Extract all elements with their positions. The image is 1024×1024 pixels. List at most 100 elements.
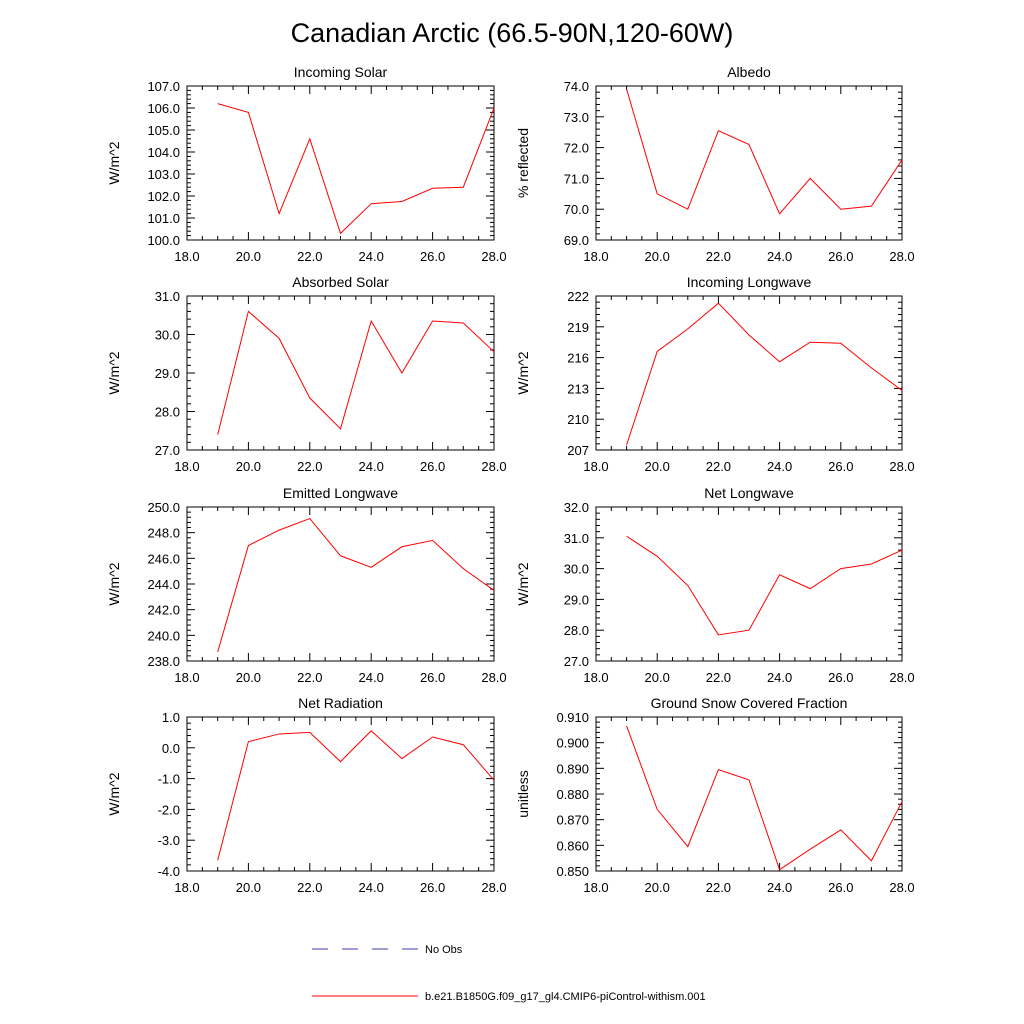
y-axis-label: W/m^2 <box>106 772 122 815</box>
y-tick-label: 32.0 <box>564 500 589 515</box>
x-tick-label: 20.0 <box>236 880 261 895</box>
x-tick-label: 22.0 <box>297 880 322 895</box>
y-tick-label: 103.0 <box>147 167 180 182</box>
plot-frame <box>595 506 903 662</box>
x-tick-label: 18.0 <box>583 249 608 264</box>
x-tick-label: 22.0 <box>706 459 731 474</box>
y-tick-label: 0.880 <box>556 787 589 802</box>
x-tick-label: 22.0 <box>297 249 322 264</box>
series-line <box>217 103 495 235</box>
chart-title: Incoming Longwave <box>687 274 812 290</box>
y-tick-label: 73.0 <box>564 110 589 125</box>
x-tick-label: 18.0 <box>174 249 199 264</box>
y-tick-label: 107.0 <box>147 79 180 94</box>
y-tick-label: 0.870 <box>556 813 589 828</box>
y-tick-label: 28.0 <box>564 623 589 638</box>
y-tick-label: 27.0 <box>155 443 180 458</box>
y-axis-label: W/m^2 <box>106 141 122 184</box>
x-tick-label: 18.0 <box>174 880 199 895</box>
x-tick-label: 22.0 <box>706 880 731 895</box>
y-tick-label: 100.0 <box>147 233 180 248</box>
chart-panel: Net Radiation W/m^2 18.0 20.0 22.0 24.0 26.0 28… <box>106 695 507 895</box>
x-tick-label: 20.0 <box>236 249 261 264</box>
y-tick-label: 246.0 <box>147 551 180 566</box>
x-tick-label: 24.0 <box>767 249 792 264</box>
plot-frame <box>595 85 903 241</box>
x-tick-label: 22.0 <box>706 249 731 264</box>
x-tick-label: 26.0 <box>828 670 853 685</box>
y-tick-label: 101.0 <box>147 211 180 226</box>
x-tick-label: 18.0 <box>583 880 608 895</box>
x-tick-label: 18.0 <box>583 670 608 685</box>
y-tick-label: 207 <box>567 443 589 458</box>
y-tick-label: 210 <box>567 412 589 427</box>
series-line <box>626 535 903 636</box>
x-tick-label: 28.0 <box>481 459 506 474</box>
chart-panel: Incoming Longwave W/m^2 18.0 20.0 22.0 24.0 26… <box>515 274 915 474</box>
y-tick-label: 105.0 <box>147 123 180 138</box>
series-line <box>626 302 903 446</box>
y-axis-label: W/m^2 <box>515 351 531 394</box>
plot-frame <box>186 716 495 872</box>
y-tick-label: 244.0 <box>147 577 180 592</box>
x-tick-label: 26.0 <box>420 249 445 264</box>
y-axis-label: W/m^2 <box>106 351 122 394</box>
chart-title: Albedo <box>727 64 771 80</box>
y-tick-label: 250.0 <box>147 500 180 515</box>
y-tick-label: 30.0 <box>564 562 589 577</box>
y-tick-label: 1.0 <box>162 710 180 725</box>
y-tick-label: 0.890 <box>556 761 589 776</box>
y-tick-label: 0.860 <box>556 838 589 853</box>
plot-frame <box>186 85 495 241</box>
chart-panel: Net Longwave W/m^2 18.0 20.0 22.0 24.0 26.0 28.… <box>515 485 915 685</box>
page-title: Canadian Arctic (66.5-90N,120-60W) <box>291 18 734 48</box>
x-tick-label: 22.0 <box>297 459 322 474</box>
y-tick-label: 0.900 <box>556 736 589 751</box>
x-tick-label: 18.0 <box>583 459 608 474</box>
y-tick-label: 28.0 <box>155 405 180 420</box>
y-tick-label: 31.0 <box>564 531 589 546</box>
y-axis-label: % reflected <box>515 128 531 198</box>
x-tick-label: 28.0 <box>481 880 506 895</box>
chart-title: Emitted Longwave <box>283 485 398 501</box>
chart-title: Absorbed Solar <box>292 274 389 290</box>
y-tick-label: -2.0 <box>158 802 180 817</box>
x-tick-label: 24.0 <box>359 670 384 685</box>
y-tick-label: 71.0 <box>564 171 589 186</box>
legend: No Obs b.e21.B1850G.f09_g17_gl4.CMIP6-piC… <box>312 944 706 1003</box>
y-tick-label: 213 <box>567 381 589 396</box>
x-tick-label: 28.0 <box>481 670 506 685</box>
x-tick-label: 26.0 <box>420 459 445 474</box>
y-tick-label: 242.0 <box>147 603 180 618</box>
y-tick-label: 248.0 <box>147 526 180 541</box>
chart-panel: Emitted Longwave W/m^2 18.0 20.0 22.0 24.0 26.… <box>106 485 507 685</box>
legend-label: No Obs <box>425 944 463 956</box>
series-line <box>626 725 903 871</box>
y-tick-label: 74.0 <box>564 79 589 94</box>
chart-panel: Ground Snow Covered Fraction unitless 18.0… <box>515 695 915 895</box>
x-tick-label: 28.0 <box>889 459 914 474</box>
x-tick-label: 26.0 <box>420 880 445 895</box>
y-tick-label: 29.0 <box>155 366 180 381</box>
x-tick-label: 28.0 <box>889 880 914 895</box>
y-tick-label: 70.0 <box>564 202 589 217</box>
y-tick-label: 238.0 <box>147 654 180 669</box>
y-tick-label: 31.0 <box>155 289 180 304</box>
plot-frame <box>595 716 903 872</box>
x-tick-label: 24.0 <box>359 880 384 895</box>
x-tick-label: 20.0 <box>645 459 670 474</box>
series-line <box>217 730 495 861</box>
x-tick-label: 28.0 <box>481 249 506 264</box>
chart-title: Net Longwave <box>704 485 794 501</box>
x-tick-label: 18.0 <box>174 459 199 474</box>
x-tick-label: 22.0 <box>706 670 731 685</box>
x-tick-label: 28.0 <box>889 249 914 264</box>
y-tick-label: 216 <box>567 351 589 366</box>
x-tick-label: 26.0 <box>828 880 853 895</box>
legend-label: b.e21.B1850G.f09_g17_gl4.CMIP6-piControl… <box>425 991 706 1003</box>
x-tick-label: 28.0 <box>889 670 914 685</box>
x-tick-label: 22.0 <box>297 670 322 685</box>
y-tick-label: 29.0 <box>564 592 589 607</box>
y-tick-label: 0.0 <box>162 741 180 756</box>
